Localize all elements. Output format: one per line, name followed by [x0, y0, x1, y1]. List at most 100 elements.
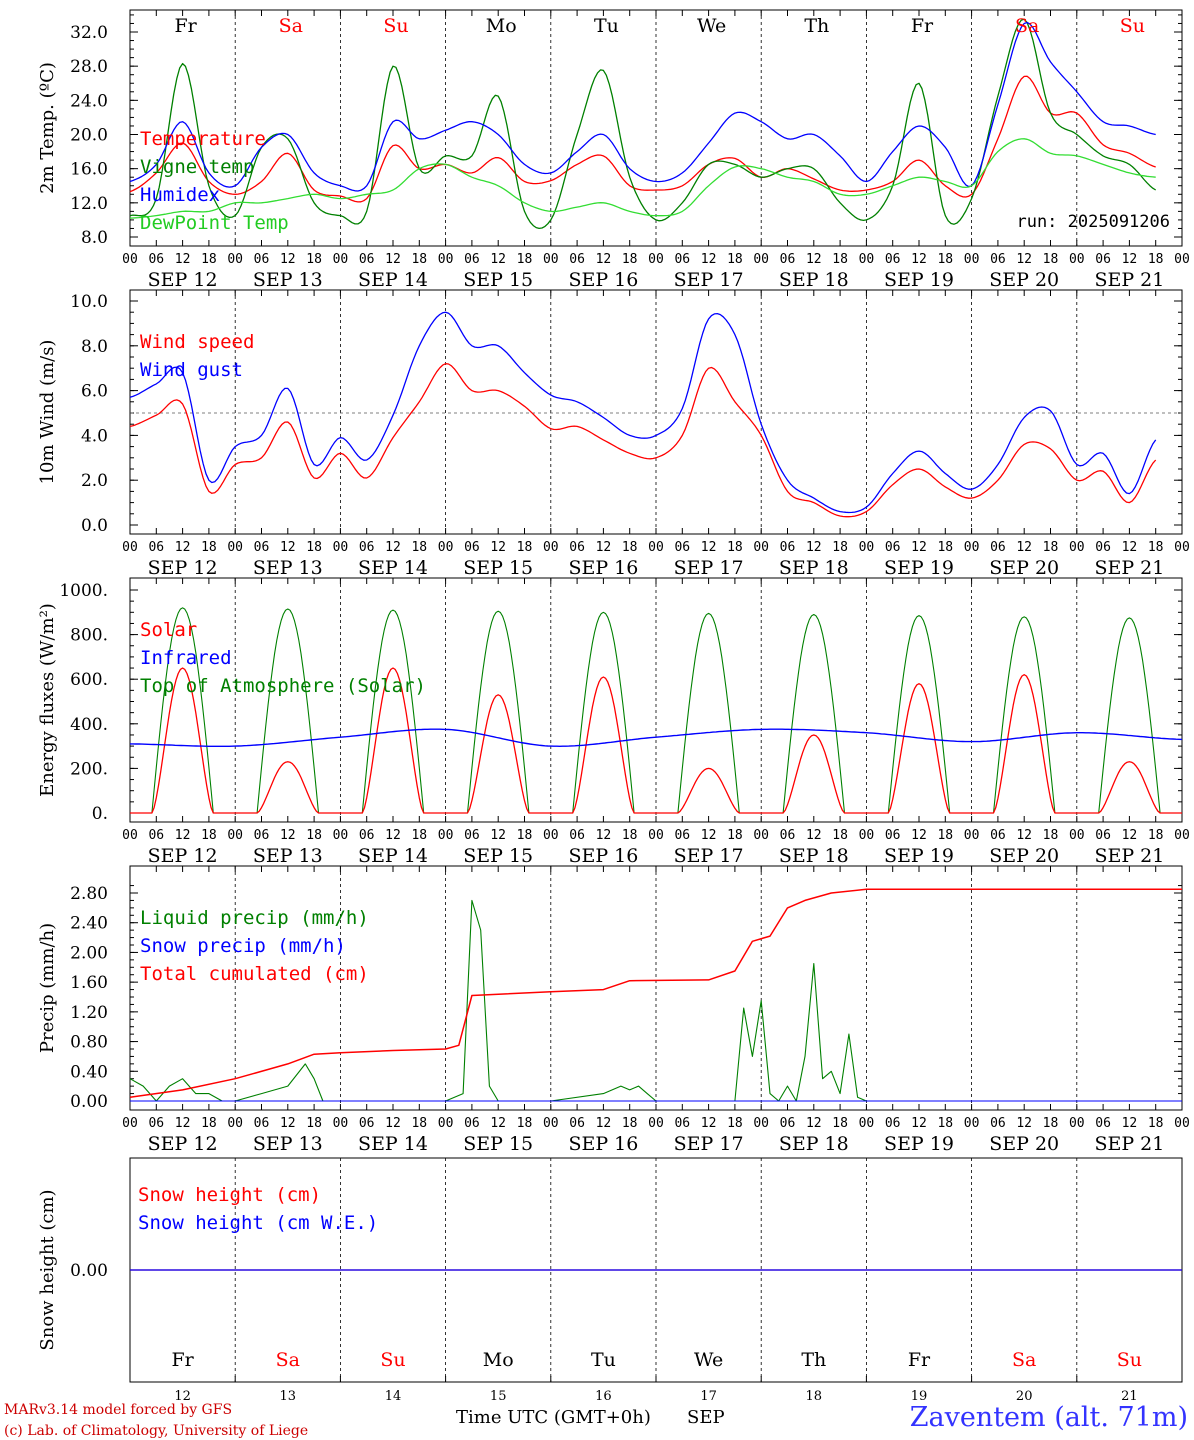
- panel-1-hour-label: 00: [1069, 252, 1085, 267]
- panel-1-date-label: SEP 19: [884, 269, 954, 291]
- panel-1-hour-label: 12: [701, 252, 717, 267]
- panel-2-hour-label: 18: [1043, 540, 1059, 555]
- panel-3-hour-label: 12: [1122, 828, 1138, 843]
- panel-1-hour-label: 18: [1043, 252, 1059, 267]
- panel-1-hour-label: 18: [832, 252, 848, 267]
- bottom-day-number: 21: [1121, 1389, 1138, 1404]
- panel-2-hour-label: 18: [411, 540, 427, 555]
- panel-1-hour-label: 18: [306, 252, 322, 267]
- panel-4-hour-label: 12: [701, 1116, 717, 1131]
- panel-1-date-label: SEP 15: [463, 269, 533, 291]
- panel-1-y-tick-label: 24.0: [70, 91, 108, 111]
- panel-4-date-label: SEP 15: [463, 1133, 533, 1155]
- panel-4-hour-label: 00: [122, 1116, 138, 1131]
- panel-3-hour-label: 12: [1016, 828, 1032, 843]
- panel-4-hour-label: 00: [1174, 1116, 1190, 1131]
- panel-1-hour-label: 06: [990, 252, 1006, 267]
- panel-3-date-label: SEP 12: [148, 845, 218, 867]
- panel-4-hour-label: 18: [937, 1116, 953, 1131]
- panel-2-y-tick-label: 4.0: [81, 426, 108, 446]
- panel-2-hour-label: 00: [964, 540, 980, 555]
- panel-3-hour-label: 12: [280, 828, 296, 843]
- panel-3-hour-label: 18: [201, 828, 217, 843]
- panel-3-hour-label: 00: [648, 828, 664, 843]
- panel-2-hour-label: 12: [911, 540, 927, 555]
- panel-3-hour-label: 06: [148, 828, 164, 843]
- panel-3-date-label: SEP 13: [253, 845, 323, 867]
- panel-1-date-label: SEP 21: [1094, 269, 1164, 291]
- panel-4-hour-label: 18: [1148, 1116, 1164, 1131]
- series-wind-speed: [129, 363, 1157, 518]
- panel-4-y-tick-label: 1.60: [70, 973, 108, 993]
- panel-5-legend-entry: Snow height (cm): [138, 1184, 321, 1206]
- bottom-day-name: Mo: [483, 1349, 514, 1371]
- panel-1-hour-label: 06: [148, 252, 164, 267]
- panel-4-hour-label: 06: [569, 1116, 585, 1131]
- panel-4-date-label: SEP 12: [148, 1133, 218, 1155]
- panel-4-hour-label: 18: [201, 1116, 217, 1131]
- panel-4-hour-label: 12: [806, 1116, 822, 1131]
- panel-4-hour-label: 06: [464, 1116, 480, 1131]
- panel-3-hour-label: 18: [937, 828, 953, 843]
- top-day-name: We: [697, 15, 726, 37]
- panel-3-legend-entry: Top of Atmosphere (Solar): [140, 675, 426, 697]
- panel-2-hour-label: 06: [464, 540, 480, 555]
- bottom-day-number: 20: [1016, 1389, 1033, 1404]
- bottom-day-number: 16: [595, 1389, 612, 1404]
- series-infrared: [130, 728, 1183, 747]
- panel-1-y-tick-label: 8.0: [81, 228, 108, 248]
- panel-4-hour-label: 00: [1069, 1116, 1085, 1131]
- bottom-day-name: Sa: [276, 1349, 300, 1371]
- panel-4-hour-label: 12: [1122, 1116, 1138, 1131]
- panel-3-y-tick-label: 800.: [70, 626, 108, 646]
- panel-1-y-tick-label: 12.0: [70, 194, 108, 214]
- top-day-name: Sa: [279, 15, 303, 37]
- panel-3-hour-label: 12: [911, 828, 927, 843]
- panel-3-hour-label: 06: [1095, 828, 1111, 843]
- bottom-day-number: 19: [911, 1389, 928, 1404]
- panel-4-hour-label: 12: [596, 1116, 612, 1131]
- panel-1-hour-label: 06: [569, 252, 585, 267]
- panel-4-hour-label: 00: [227, 1116, 243, 1131]
- panel-3-hour-label: 06: [885, 828, 901, 843]
- panel-2-hour-label: 00: [122, 540, 138, 555]
- panel-4-hour-label: 06: [148, 1116, 164, 1131]
- top-day-name: Sa: [1015, 15, 1039, 37]
- panel-2-hour-label: 12: [701, 540, 717, 555]
- panel-3-hour-label: 12: [490, 828, 506, 843]
- panel-1-hour-label: 06: [359, 252, 375, 267]
- panel-1-date-label: SEP 16: [568, 269, 638, 291]
- panel-3-hour-label: 06: [674, 828, 690, 843]
- panel-2-date-label: SEP 19: [884, 557, 954, 579]
- panel-4-date-label: SEP 14: [358, 1133, 428, 1155]
- panel-1-hour-label: 06: [885, 252, 901, 267]
- panel-3-hour-label: 18: [622, 828, 638, 843]
- panel-3-hour-label: 18: [1148, 828, 1164, 843]
- panel-1-hour-label: 12: [490, 252, 506, 267]
- panel-2-hour-label: 18: [727, 540, 743, 555]
- panel-3-hour-label: 06: [990, 828, 1006, 843]
- panel-1-hour-label: 18: [201, 252, 217, 267]
- panel-1-hour-label: 00: [964, 252, 980, 267]
- model-credit: MARv3.14 model forced by GFS: [4, 1402, 232, 1418]
- bottom-day-number: 14: [385, 1389, 402, 1404]
- panel-1-date-label: SEP 12: [148, 269, 218, 291]
- panel-5-y-axis-label: Snow height (cm): [37, 1189, 58, 1350]
- panel-2-hour-label: 12: [280, 540, 296, 555]
- panel-2-hour-label: 00: [753, 540, 769, 555]
- panel-4-hour-label: 12: [490, 1116, 506, 1131]
- panel-2-hour-label: 00: [543, 540, 559, 555]
- panel-1-hour-label: 00: [859, 252, 875, 267]
- panel-3-legend-entry: Solar: [140, 619, 197, 641]
- panel-1-legend-entry: Temperature: [140, 128, 266, 150]
- panel-2-hour-label: 06: [780, 540, 796, 555]
- panel-3-hour-label: 00: [333, 828, 349, 843]
- series-vigne-temp: [129, 18, 1157, 230]
- panel-2-hour-label: 12: [175, 540, 191, 555]
- bottom-day-name: Sa: [1012, 1349, 1036, 1371]
- panel-4-hour-label: 06: [359, 1116, 375, 1131]
- panel-1-hour-label: 18: [727, 252, 743, 267]
- bottom-day-number: 12: [174, 1389, 191, 1404]
- panel-4-hour-label: 12: [1016, 1116, 1032, 1131]
